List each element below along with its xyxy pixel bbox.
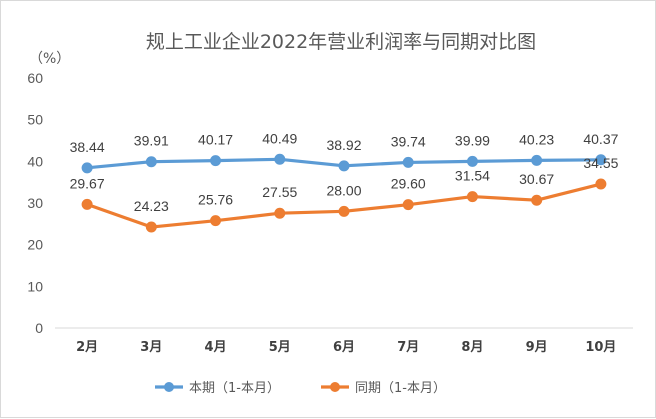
data-point [145, 156, 157, 168]
data-point [274, 153, 286, 165]
data-label: 39.74 [391, 133, 426, 149]
x-tick-label: 8月 [461, 340, 483, 355]
data-label: 40.37 [583, 131, 618, 147]
data-point [402, 156, 414, 168]
data-label: 25.76 [198, 192, 233, 208]
data-point [531, 194, 543, 206]
data-label: 38.92 [326, 137, 361, 153]
legend-label: 同期（1-本月） [355, 381, 446, 396]
data-point [81, 198, 93, 210]
x-tick-label: 9月 [526, 340, 548, 355]
legend-item-2: 同期（1-本月） [321, 381, 446, 396]
data-point [595, 154, 607, 166]
data-label: 29.60 [391, 176, 426, 192]
x-tick-label: 6月 [333, 340, 355, 355]
data-label: 40.23 [519, 131, 554, 147]
data-label: 40.17 [198, 132, 233, 148]
data-point [81, 162, 93, 174]
data-label: 31.54 [455, 168, 490, 184]
y-axis-unit: （%） [29, 51, 70, 67]
y-tick-label: 40 [27, 153, 43, 169]
data-label: 29.67 [70, 175, 105, 191]
x-tick-label: 3月 [140, 340, 162, 355]
y-tick-label: 30 [27, 195, 43, 211]
series-layer: 38.44 39.91 40.17 40.49 38.92 39.74 39.99 40.23… [70, 130, 619, 233]
x-tick-label: 4月 [205, 340, 227, 355]
legend-swatch-marker [330, 382, 340, 392]
legend-swatch-marker [164, 382, 174, 392]
y-tick-label: 10 [27, 278, 43, 294]
data-label: 30.67 [519, 171, 554, 187]
y-tick-label: 0 [35, 320, 43, 336]
data-label: 39.99 [455, 132, 490, 148]
legend-item-1: 本期（1-本月） [155, 381, 280, 396]
data-point [402, 199, 414, 211]
data-point [466, 155, 478, 167]
data-label: 38.44 [70, 139, 105, 155]
data-point [595, 178, 607, 190]
data-label: 40.49 [262, 130, 297, 146]
data-label: 27.55 [262, 184, 297, 200]
series-1: 38.44 39.91 40.17 40.49 38.92 39.74 39.99 40.23… [70, 130, 619, 174]
data-label: 34.55 [583, 155, 618, 171]
y-tick-label: 50 [27, 112, 43, 128]
data-label: 24.23 [134, 198, 169, 214]
data-point [338, 160, 350, 172]
data-point [466, 191, 478, 203]
data-point [210, 215, 222, 227]
y-tick-label: 20 [27, 237, 43, 253]
x-tick-label: 5月 [269, 340, 291, 355]
data-label: 28.00 [326, 182, 361, 198]
series-2: 29.67 24.23 25.76 27.55 28.00 29.60 31.54 30.67… [70, 155, 619, 233]
chart-title: 规上工业企业2022年营业利润率与同期对比图 [146, 31, 536, 53]
y-tick-label: 60 [27, 70, 43, 86]
legend-label: 本期（1-本月） [189, 381, 280, 396]
data-point [210, 155, 222, 167]
data-point [338, 205, 350, 217]
x-tick-label: 7月 [397, 340, 419, 355]
x-tick-label: 10月 [585, 340, 616, 355]
data-point [274, 207, 286, 219]
data-point [531, 154, 543, 166]
legend: 本期（1-本月） 同期（1-本月） [155, 381, 446, 396]
data-label: 39.91 [134, 133, 169, 149]
axes: 0 10 20 30 40 50 60 2月 3月 4月 5月 6月 7月 8月 9月 10月 [27, 70, 633, 355]
data-point [145, 221, 157, 233]
x-tick-label: 2月 [76, 340, 98, 355]
